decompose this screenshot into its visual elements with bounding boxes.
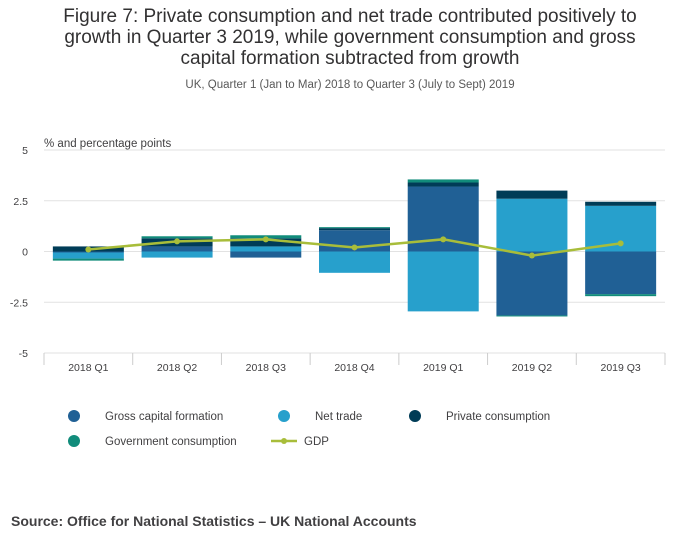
x-tick-label: 2018 Q3	[246, 362, 286, 374]
bar-segment	[141, 251, 213, 258]
bar-segment	[52, 252, 124, 259]
bar-segment	[585, 201, 657, 206]
legend-swatch	[68, 435, 80, 447]
bar-segment	[319, 251, 390, 273]
legend-swatch	[68, 410, 80, 422]
bar-segment	[407, 179, 479, 183]
bar-segment	[407, 182, 479, 187]
chart-title-line: capital formation subtracted from growth	[180, 48, 520, 69]
y-tick-label: -5	[19, 348, 28, 360]
gdp-point	[262, 236, 269, 243]
gdp-point	[85, 246, 92, 253]
source-note: Source: Office for National Statistics –…	[11, 513, 417, 529]
bar-segment	[141, 236, 213, 239]
legend-label: Net trade	[315, 411, 362, 423]
chart-subtitle: UK, Quarter 1 (Jan to Mar) 2018 to Quart…	[185, 79, 515, 91]
x-tick-label: 2019 Q1	[423, 362, 463, 374]
y-axis-label: % and percentage points	[44, 138, 171, 150]
bar-segment	[230, 246, 302, 252]
bar-segment	[585, 294, 657, 297]
bar-segment	[496, 190, 568, 199]
y-tick-label: 0	[22, 247, 28, 259]
chart-title-line: growth in Quarter 3 2019, while governme…	[64, 27, 636, 48]
gdp-point	[528, 252, 535, 259]
legend-label: Gross capital formation	[105, 411, 223, 423]
bar-segment	[496, 251, 568, 316]
bar-segment	[52, 258, 124, 261]
gdp-point	[174, 238, 181, 245]
bar-segment	[319, 227, 390, 229]
gdp-point	[617, 240, 624, 247]
x-tick-label: 2019 Q3	[600, 362, 640, 374]
x-tick-label: 2018 Q4	[334, 362, 374, 374]
bar-segment	[141, 246, 213, 252]
y-tick-label: -2.5	[10, 297, 28, 309]
gdp-point	[351, 244, 358, 251]
y-tick-label: 2.5	[13, 196, 28, 208]
x-tick-label: 2018 Q1	[68, 362, 108, 374]
bar-segment	[319, 228, 390, 231]
legend-swatch	[278, 410, 290, 422]
legend-label: GDP	[304, 436, 329, 448]
legend-swatch	[409, 410, 421, 422]
legend-label: Government consumption	[105, 436, 237, 448]
bar-segment	[230, 238, 302, 247]
bar-segment	[496, 315, 568, 317]
legend-label: Private consumption	[446, 411, 550, 423]
chart-title-line: Figure 7: Private consumption and net tr…	[63, 6, 637, 27]
bar-segment	[496, 198, 568, 252]
x-tick-label: 2018 Q2	[157, 362, 197, 374]
x-tick-label: 2019 Q2	[512, 362, 552, 374]
y-tick-label: 5	[22, 145, 28, 157]
legend-swatch-point	[281, 438, 287, 444]
bar-segment	[230, 251, 302, 258]
bar-segment	[407, 251, 479, 312]
gdp-point	[440, 236, 447, 243]
chart-title: Figure 7: Private consumption and net tr…	[0, 6, 700, 69]
bar-segment	[585, 251, 657, 295]
